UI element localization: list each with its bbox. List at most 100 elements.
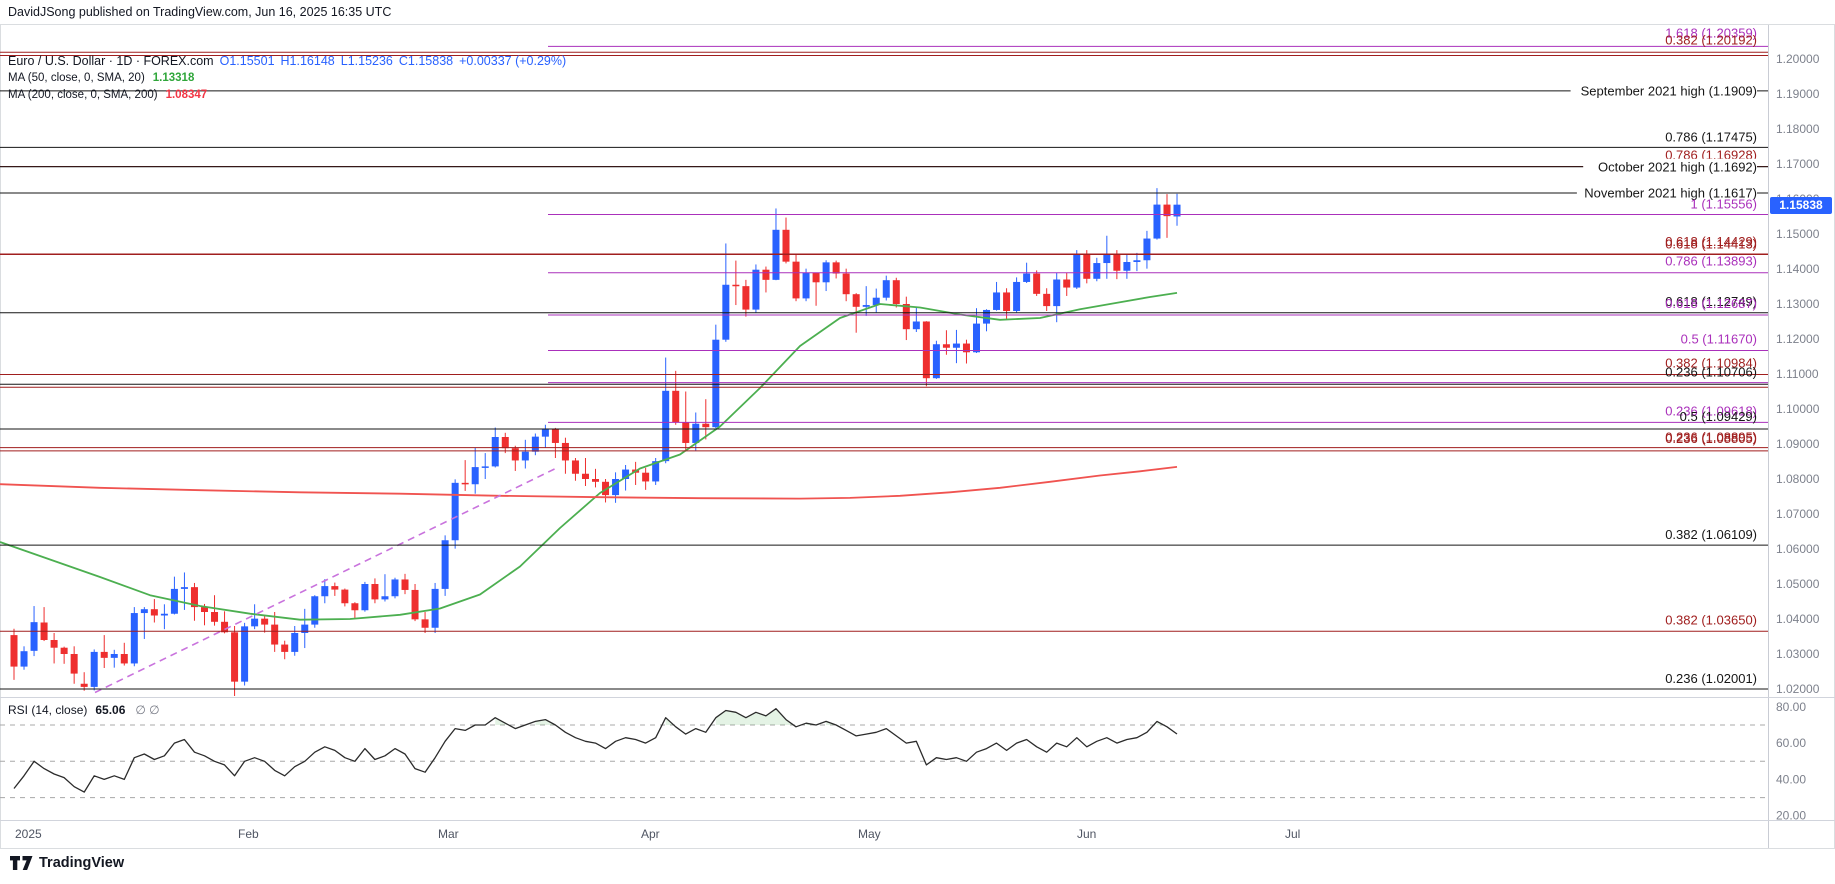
candle-body	[371, 584, 379, 600]
key-level-label[interactable]: November 2021 high (1.1617)	[1584, 186, 1757, 201]
fib-level-label[interactable]: 0.618 (1.12687)	[1665, 296, 1757, 311]
fib-level-label[interactable]: 0.5 (1.11670)	[1681, 332, 1757, 347]
rsi-label: RSI (14, close)	[8, 703, 88, 717]
price-tick-label[interactable]: 1.04000	[1776, 612, 1820, 626]
time-axis-label[interactable]: Jun	[1077, 827, 1096, 841]
tradingview-brand-text[interactable]: TradingView	[39, 855, 125, 871]
candle-body	[541, 428, 549, 437]
time-axis-label[interactable]: 2025	[15, 827, 42, 841]
chart-border	[0, 24, 1835, 849]
key-level-label[interactable]: September 2021 high (1.1909)	[1581, 83, 1757, 98]
price-chart[interactable]: 1.200001.190001.180001.170001.160001.150…	[0, 24, 1835, 849]
candle-body	[140, 609, 148, 614]
candle-body	[471, 467, 479, 485]
fib-level-label[interactable]: 0.236 (1.08895)	[1665, 430, 1757, 445]
price-tick-label[interactable]: 1.11000	[1776, 367, 1819, 381]
candle-body	[642, 472, 650, 482]
key-level-label[interactable]: October 2021 high (1.1692)	[1598, 159, 1757, 174]
fib-level-label[interactable]: 0.236 (1.02001)	[1665, 671, 1757, 686]
price-tick-label[interactable]: 1.18000	[1776, 122, 1820, 136]
fib-level-label[interactable]: 0.618 (1.14429)	[1665, 234, 1757, 249]
fib-level-label[interactable]: 0.5 (1.09429)	[1680, 409, 1757, 424]
price-tick-label[interactable]: 1.03000	[1776, 647, 1820, 661]
fib-level-label[interactable]: 1 (1.15556)	[1691, 197, 1758, 212]
fib-level-label[interactable]: 0.236 (1.09618)	[1665, 403, 1757, 418]
trendline[interactable]	[94, 467, 558, 694]
price-tick-label[interactable]: 1.09000	[1776, 437, 1820, 451]
fib-level-label[interactable]: 0.786 (1.17475)	[1665, 129, 1757, 144]
price-tick-label[interactable]: 1.14000	[1776, 262, 1820, 276]
candle-body	[321, 586, 329, 597]
candle-body	[1033, 273, 1041, 294]
fib-level-label[interactable]: 0.618 (1.12749)	[1665, 294, 1757, 309]
fib-level-label[interactable]: 0.786 (1.16928)	[1665, 148, 1757, 163]
candle-body	[341, 589, 349, 604]
publisher-text: DavidJSong published on TradingView.com,…	[8, 5, 392, 19]
candle-body	[60, 647, 68, 654]
candle-body	[852, 294, 860, 307]
symbol-title[interactable]: Euro / U.S. Dollar · 1D · FOREX.com	[8, 54, 214, 68]
candle-body	[722, 284, 730, 340]
candle-body	[952, 343, 960, 348]
low-value: L1.15236	[340, 54, 393, 68]
candle-body	[592, 479, 600, 482]
candle-body	[150, 609, 158, 616]
fib-level-label[interactable]: 0.786 (1.13893)	[1665, 254, 1757, 269]
rsi-tick-label[interactable]: 80.00	[1776, 700, 1806, 714]
ma200-legend-row[interactable]: MA (200, close, 0, SMA, 200) 1.08347	[8, 87, 566, 103]
price-tick-label[interactable]: 1.02000	[1776, 682, 1820, 696]
time-axis-label[interactable]: Feb	[238, 827, 259, 841]
price-tick-label[interactable]: 1.06000	[1776, 542, 1820, 556]
symbol-legend: Euro / U.S. Dollar · 1D · FOREX.com O1.15…	[8, 53, 566, 103]
fib-level-label[interactable]: 0.382 (1.06109)	[1665, 527, 1757, 542]
candle-body	[361, 584, 369, 611]
ma20-line[interactable]	[0, 292, 1178, 621]
fib-level-label[interactable]: 0.236 (1.08805)	[1665, 431, 1757, 446]
price-tick-label[interactable]: 1.12000	[1776, 332, 1820, 346]
time-axis-label[interactable]: Mar	[438, 827, 459, 841]
price-tick-label[interactable]: 1.15000	[1776, 227, 1820, 241]
time-axis-label[interactable]: Jul	[1285, 827, 1300, 841]
candle-body	[892, 280, 900, 304]
fib-level-label[interactable]: 0.618 (1.14413)	[1665, 237, 1757, 252]
rsi-legend[interactable]: RSI (14, close) 65.06 ∅ ∅	[8, 703, 160, 717]
fib-level-label[interactable]: 0.236 (1.10706)	[1665, 364, 1757, 379]
candle-body	[531, 436, 539, 452]
fib-level-label[interactable]: 1.618 (1.20359)	[1665, 25, 1757, 40]
price-tick-label[interactable]: 1.20000	[1776, 52, 1820, 66]
candle-body	[301, 624, 309, 633]
price-tick-label[interactable]: 1.17000	[1776, 157, 1820, 171]
fib-level-label[interactable]: 0.382 (1.03650)	[1665, 612, 1757, 627]
price-tick-label[interactable]: 1.13000	[1776, 297, 1820, 311]
candle-body	[712, 339, 720, 428]
candle-body	[1013, 281, 1021, 311]
time-axis-label[interactable]: May	[858, 827, 881, 841]
candle-body	[812, 272, 820, 283]
price-tick-label[interactable]: 1.07000	[1776, 507, 1820, 521]
candle-body	[90, 651, 98, 687]
rsi-line[interactable]	[13, 708, 1178, 793]
ma20-label: MA (50, close, 0, SMA, 20)	[8, 72, 145, 84]
time-axis-label[interactable]: Apr	[641, 827, 660, 841]
change-value: +0.00337 (+0.29%)	[459, 54, 567, 68]
price-tick-label[interactable]: 1.19000	[1776, 87, 1820, 101]
candle-body	[1153, 204, 1161, 239]
ma200-line[interactable]	[0, 466, 1178, 500]
fib-level-label[interactable]: 0.382 (1.10984)	[1665, 356, 1757, 371]
price-tick-label[interactable]: 1.10000	[1776, 402, 1820, 416]
rsi-tick-label[interactable]: 20.00	[1776, 809, 1806, 823]
candle-body	[491, 437, 499, 467]
rsi-tick-label[interactable]: 60.00	[1776, 736, 1806, 750]
candle-body	[50, 640, 58, 648]
candle-body	[872, 297, 880, 306]
fib-level-label[interactable]: 0.382 (1.20192)	[1665, 32, 1757, 47]
rsi-tick-label[interactable]: 40.00	[1776, 772, 1806, 786]
price-tick-label[interactable]: 1.05000	[1776, 577, 1820, 591]
candle-body	[261, 618, 269, 625]
high-value: H1.16148	[280, 54, 335, 68]
tradingview-logo-icon[interactable]	[10, 855, 33, 871]
candle-body	[200, 607, 208, 612]
price-tick-label[interactable]: 1.08000	[1776, 472, 1820, 486]
candle-body	[832, 262, 840, 274]
ma20-legend-row[interactable]: MA (50, close, 0, SMA, 20) 1.13318	[8, 70, 566, 86]
